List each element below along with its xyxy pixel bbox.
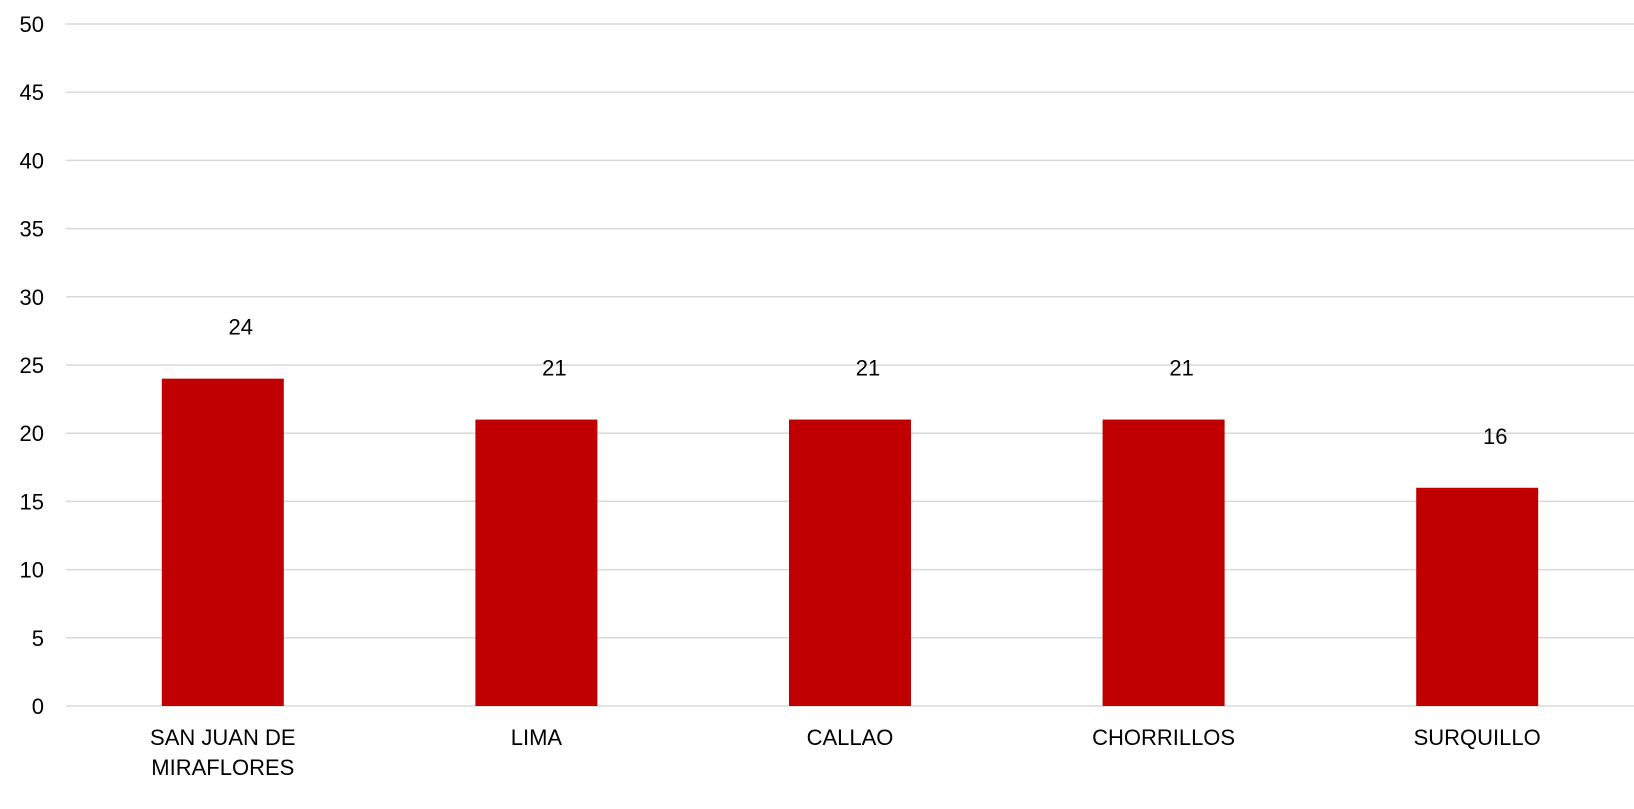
bar (1416, 487, 1539, 706)
y-tick-label: 40 (20, 148, 44, 173)
y-tick-label: 30 (20, 285, 44, 310)
category-label: LIMA (511, 725, 563, 750)
category-label: MIRAFLORES (151, 755, 294, 780)
bar (789, 419, 911, 706)
y-tick-label: 45 (20, 80, 44, 105)
y-tick-label: 50 (20, 12, 44, 37)
y-tick-label: 10 (20, 558, 44, 583)
y-axis-tick-labels: 0 5 10 15 20 25 30 35 40 45 50 (20, 12, 44, 719)
y-tick-label: 5 (32, 626, 44, 651)
data-label: 21 (856, 356, 880, 381)
y-tick-label: 15 (20, 489, 44, 514)
data-label: 16 (1483, 424, 1507, 449)
y-tick-label: 0 (32, 694, 44, 719)
bars (161, 378, 1539, 706)
data-labels: 24 21 21 21 16 (229, 315, 1508, 449)
category-label: SURQUILLO (1414, 725, 1541, 750)
bar (161, 378, 284, 706)
category-label: CHORRILLOS (1092, 725, 1235, 750)
category-label: SAN JUAN DE (150, 725, 295, 750)
bar (1102, 419, 1225, 706)
y-tick-label: 20 (20, 421, 44, 446)
y-tick-label: 35 (20, 217, 44, 242)
bar (475, 419, 598, 706)
data-label: 21 (542, 356, 566, 381)
x-axis-category-labels: SAN JUAN DE MIRAFLORES LIMA CALLAO CHORRILLO… (150, 725, 1541, 780)
data-label: 24 (229, 315, 253, 340)
y-tick-label: 25 (20, 353, 44, 378)
category-label: CALLAO (807, 725, 894, 750)
data-label: 21 (1169, 356, 1193, 381)
